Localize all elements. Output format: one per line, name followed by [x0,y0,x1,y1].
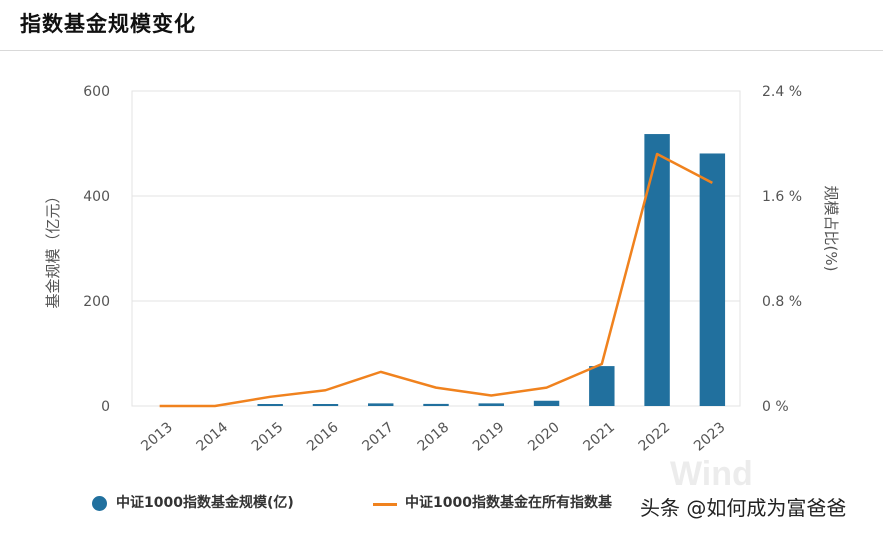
bar-2015 [257,404,283,406]
y-axis-title: 基金规模（亿元） [44,188,62,308]
y-tick-label: 600 [83,84,110,100]
y2-tick-label: 1.6 % [762,189,802,205]
y2-tick-label: 0.8 % [762,294,802,310]
chart-title: 指数基金规模变化 [20,12,196,36]
x-tick-label: 2021 [580,419,618,454]
share-line [159,152,713,408]
x-tick-label: 2023 [691,419,729,454]
x-tick-label: 2022 [636,419,674,454]
combo-chart: 600 2.4 % 400 1.6 % 200 0.8 % 0 0 % 2013 2014 2015… [44,84,840,455]
bar-2017 [368,403,394,406]
y-tick-label: 0 [101,399,110,415]
bar-2016 [312,404,339,406]
bar-2020 [533,400,560,406]
y2-tick-label: 0 % [762,399,789,415]
x-tick-label: 2020 [525,419,563,454]
x-tick-label: 2013 [138,419,176,454]
bar-2019 [478,403,504,406]
y2-axis-title: 规模占比(%) [822,186,840,272]
wind-watermark: Wind [670,455,753,493]
y-tick-label: 200 [83,294,110,310]
legend-line-label: 中证1000指数基金在所有指数基 [405,495,612,511]
x-tick-label: 2014 [194,419,232,454]
bar-2021 [589,366,615,406]
bar-2022 [644,134,670,407]
watermark-text: 头条 @如何成为富爸爸 [640,496,847,520]
bar-2018 [423,403,449,406]
legend-line-swatch [373,503,397,506]
x-tick-label: 2019 [470,419,508,454]
title-divider [0,50,883,51]
x-tick-label: 2015 [249,419,287,454]
legend-bar-swatch [92,496,107,511]
x-tick-label: 2017 [359,419,397,454]
x-tick-label: 2016 [304,419,342,454]
x-tick-label: 2018 [415,419,453,454]
bar-2023 [699,153,726,406]
legend-bar-label: 中证1000指数基金规模(亿) [116,495,294,511]
legend: 中证1000指数基金规模(亿) 中证1000指数基金在所有指数基 [0,488,883,518]
y-tick-label: 400 [83,189,110,205]
y2-tick-label: 2.4 % [762,84,802,100]
